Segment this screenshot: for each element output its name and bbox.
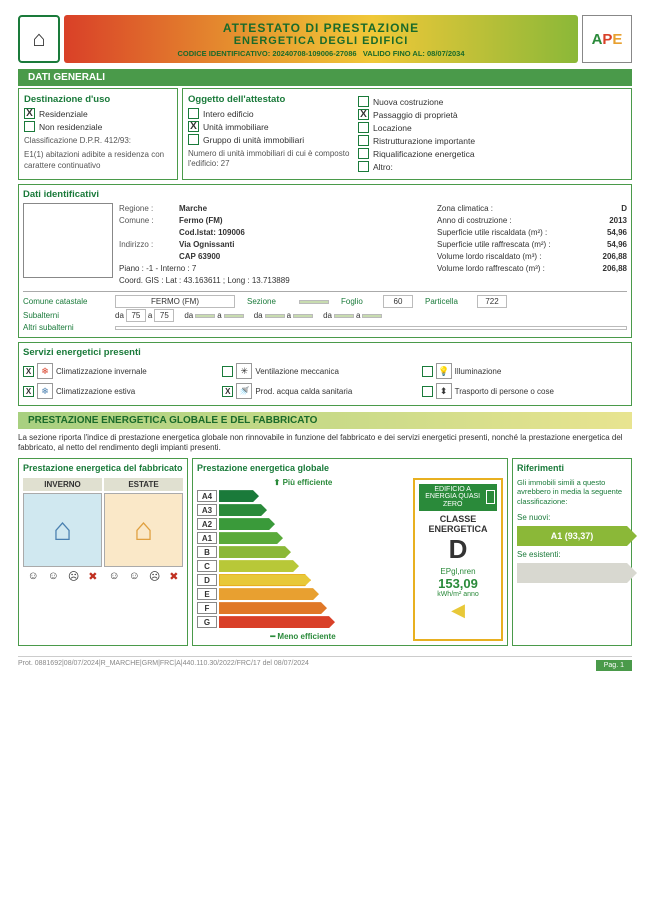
rif-header: Riferimenti — [517, 463, 627, 474]
footer-page: Pag. 1 — [596, 660, 632, 671]
class-label: CLASSE ENERGETICA — [419, 514, 497, 534]
ogg-num: Numero di unità immobiliari di cui è com… — [188, 149, 358, 170]
section-prestazione: PRESTAZIONE ENERGETICA GLOBALE E DEL FAB… — [18, 412, 632, 429]
col-globale: Prestazione energetica globale ⬆ Più eff… — [192, 458, 508, 646]
serv-header: Servizi energetici presenti — [23, 347, 627, 358]
ck-locazione: Locazione — [358, 122, 626, 133]
more-eff: ⬆ Più efficiente — [197, 478, 409, 487]
ck-gruppo: Gruppo di unità immobiliari — [188, 134, 358, 145]
dest-class: Classificazione D.P.R. 412/93: — [24, 136, 172, 146]
ck-passaggio: XPassaggio di proprietà — [358, 109, 626, 120]
ogg-header: Oggetto dell'attestato — [188, 94, 358, 105]
season-inverno: INVERNO ⌂ ☺☺☹✖ — [23, 478, 102, 583]
title-line1: ATTESTATO DI PRESTAZIONE — [223, 21, 419, 35]
class-letter: D — [419, 534, 497, 565]
id-header: Dati identificativi — [23, 189, 627, 200]
serv-illum: 💡Illuminazione — [422, 363, 621, 379]
title-line2: ENERGETICA DEGLI EDIFICI — [234, 35, 409, 47]
prest-desc: La sezione riporta l'indice di prestazio… — [18, 433, 632, 454]
ck-nonres: Non residenziale — [24, 121, 172, 132]
rif-esist-arrow — [517, 563, 627, 583]
ep-value: 153,09 — [419, 576, 497, 591]
title-band: ATTESTATO DI PRESTAZIONE ENERGETICA DEGL… — [64, 15, 578, 63]
ape-logo: APE — [582, 15, 632, 63]
id-left: Regione :Marche Comune :Fermo (FM) Cod.I… — [119, 203, 431, 287]
building-image — [23, 203, 113, 278]
glob-header: Prestazione energetica globale — [197, 463, 503, 474]
ck-unita: XUnità immobiliare — [188, 121, 358, 132]
dest-header: Destinazione d'uso — [24, 94, 172, 105]
rif-nuovi-arrow: A1 (93,37) — [517, 526, 627, 546]
ck-riqual: Riqualificazione energetica — [358, 148, 626, 159]
rif-esist-label: Se esistenti: — [517, 550, 627, 559]
panel-destinazione: Destinazione d'uso XResidenziale Non res… — [18, 88, 178, 180]
col-fabbricato: Prestazione energetica del fabbricato IN… — [18, 458, 188, 646]
col-riferimenti: Riferimenti Gli immobili simili a questo… — [512, 458, 632, 646]
panel-servizi: Servizi energetici presenti X❄Climatizza… — [18, 342, 632, 406]
ep-unit: kWh/m² anno — [419, 591, 497, 598]
ck-nuova: Nuova costruzione — [358, 96, 626, 107]
fabb-header: Prestazione energetica del fabbricato — [23, 463, 183, 474]
section-dati-generali: DATI GENERALI — [18, 69, 632, 86]
ck-ristr: Ristrutturazione importante — [358, 135, 626, 146]
footer: Prot. 0881692|08/07/2024|R_MARCHE|GRM|FR… — [18, 656, 632, 671]
energy-class-rows: A4A3A2A1BCDEFG — [197, 490, 409, 629]
cadastre-table: Comune catastale FERMO (FM) Sezione Fogl… — [23, 291, 627, 332]
serv-acs: X🚿Prod. acqua calda sanitaria — [222, 383, 421, 399]
ck-residenziale: XResidenziale — [24, 108, 172, 119]
dest-note: E1(1) abitazioni adibite a residenza con… — [24, 150, 172, 171]
class-box: EDIFICIO A ENERGIA QUASI ZERO CLASSE ENE… — [413, 478, 503, 641]
season-estate: ESTATE ⌂ ☺☺☹✖ — [104, 478, 183, 583]
ep-label: EPgl,nren — [419, 567, 497, 576]
panel-dati-id: Dati identificativi Regione :Marche Comu… — [18, 184, 632, 338]
serv-trasp: ⬍Trasporto di persone o cose — [422, 383, 621, 399]
less-eff: ━ Meno efficiente — [197, 632, 409, 641]
serv-clim-est: X❄Climatizzazione estiva — [23, 383, 222, 399]
panel-oggetto: Oggetto dell'attestato Intero edificio X… — [182, 88, 632, 180]
ck-altro: Altro: — [358, 161, 626, 172]
serv-vent: ✳Ventilazione meccanica — [222, 363, 421, 379]
ck-intero: Intero edificio — [188, 108, 358, 119]
rif-nuovi-label: Se nuovi: — [517, 513, 627, 522]
region-logo: ⌂ — [18, 15, 60, 63]
id-right: Zona climatica :D Anno di costruzione :2… — [437, 203, 627, 287]
title-code: CODICE IDENTIFICATIVO: 20240708-109006-2… — [177, 49, 464, 58]
footer-prot: Prot. 0881692|08/07/2024|R_MARCHE|GRM|FR… — [18, 660, 309, 671]
zero-badge: EDIFICIO A ENERGIA QUASI ZERO — [419, 484, 497, 511]
rif-text: Gli immobili simili a questo avrebbero i… — [517, 478, 627, 507]
serv-clim-inv: X❄Climatizzazione invernale — [23, 363, 222, 379]
